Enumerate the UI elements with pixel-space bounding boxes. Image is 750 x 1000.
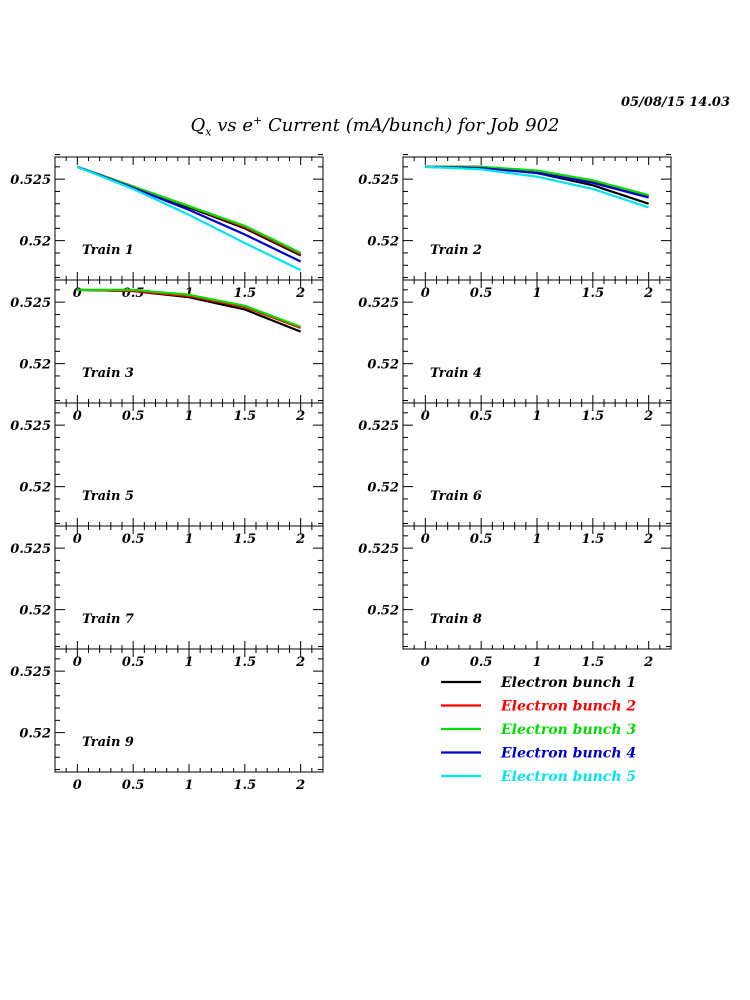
x-tick-label: 2	[295, 655, 305, 670]
title-rest: Current (mA/bunch) for Job 902	[262, 115, 560, 136]
legend-label: Electron bunch 3	[500, 722, 636, 738]
y-tick-label: 0.52	[19, 481, 51, 496]
panel-title: Train 7	[82, 612, 134, 627]
y-tick-label: 0.52	[19, 604, 51, 619]
x-tick-label: 0	[73, 778, 82, 793]
x-tick-label: 0.5	[122, 409, 145, 424]
y-tick-label: 0.52	[19, 358, 51, 373]
x-tick-label: 1	[532, 532, 541, 547]
y-tick-label: 0.525	[358, 173, 399, 188]
title-subscript: x	[205, 125, 212, 139]
x-tick-label: 1.5	[234, 655, 257, 670]
x-tick-label: 0.5	[122, 655, 145, 670]
x-tick-label: 1.5	[234, 409, 257, 424]
x-tick-label: 1.5	[234, 778, 257, 793]
y-tick-label: 0.525	[358, 542, 399, 557]
x-tick-label: 2	[295, 409, 305, 424]
y-tick-label: 0.525	[358, 419, 399, 434]
panel-title: Train 5	[82, 489, 134, 504]
x-tick-label: 1	[532, 409, 541, 424]
x-tick-label: 1	[532, 286, 541, 301]
x-tick-label: 0.5	[122, 532, 145, 547]
y-tick-label: 0.525	[10, 296, 51, 311]
x-tick-label: 1	[184, 409, 193, 424]
x-tick-label: 0	[73, 409, 82, 424]
y-tick-label: 0.52	[19, 727, 51, 742]
x-tick-label: 0.5	[470, 409, 493, 424]
y-tick-label: 0.525	[10, 665, 51, 680]
x-tick-label: 0.5	[470, 286, 493, 301]
legend-label: Electron bunch 1	[500, 675, 636, 691]
panel-title: Train 6	[430, 489, 482, 504]
panel-title: Train 9	[82, 735, 134, 750]
x-tick-label: 1	[184, 286, 193, 301]
x-tick-label: 2	[643, 655, 653, 670]
panel-title: Train 8	[430, 612, 482, 627]
x-tick-label: 2	[295, 532, 305, 547]
panel-frame	[402, 156, 672, 281]
date-stamp: 05/08/15 14.03	[620, 95, 730, 110]
title-superscript: +	[253, 114, 263, 127]
x-tick-label: 1.5	[234, 286, 257, 301]
x-tick-label: 2	[643, 409, 653, 424]
x-tick-label: 0	[421, 532, 430, 547]
y-tick-label: 0.52	[367, 235, 399, 250]
x-tick-label: 0	[73, 286, 82, 301]
y-tick-label: 0.52	[367, 604, 399, 619]
y-tick-label: 0.525	[10, 419, 51, 434]
x-tick-label: 1.5	[582, 532, 605, 547]
x-tick-label: 1	[184, 655, 193, 670]
panel-title: Train 1	[82, 243, 134, 258]
x-tick-label: 0.5	[122, 286, 145, 301]
x-tick-label: 2	[643, 532, 653, 547]
x-tick-label: 1.5	[582, 655, 605, 670]
y-tick-label: 0.525	[10, 173, 51, 188]
series-line	[425, 165, 650, 209]
x-tick-label: 1.5	[582, 286, 605, 301]
x-tick-label: 1.5	[234, 532, 257, 547]
x-tick-label: 0	[421, 409, 430, 424]
x-tick-label: 0	[73, 532, 82, 547]
panel-title: Train 3	[82, 366, 134, 381]
x-tick-label: 1	[184, 778, 193, 793]
chart-title: Qx vs e+ Current (mA/bunch) for Job 902	[0, 114, 750, 139]
x-tick-label: 2	[643, 286, 653, 301]
x-tick-label: 1	[532, 655, 541, 670]
x-tick-label: 1	[184, 532, 193, 547]
x-tick-label: 2	[295, 778, 305, 793]
x-tick-label: 0.5	[470, 655, 493, 670]
panel-title: Train 4	[430, 366, 482, 381]
y-tick-label: 0.525	[10, 542, 51, 557]
title-mid: vs e	[211, 115, 253, 136]
legend-label: Electron bunch 2	[500, 699, 636, 715]
x-tick-label: 0.5	[470, 532, 493, 547]
x-tick-label: 2	[295, 286, 305, 301]
legend-label: Electron bunch 4	[500, 746, 636, 762]
series-line	[76, 165, 302, 272]
y-tick-label: 0.525	[358, 296, 399, 311]
x-tick-label: 0.5	[122, 778, 145, 793]
series-line	[77, 288, 302, 328]
legend-label: Electron bunch 5	[500, 769, 636, 785]
y-tick-label: 0.52	[367, 358, 399, 373]
series-line	[425, 165, 649, 197]
x-tick-label: 0	[73, 655, 82, 670]
x-tick-label: 1.5	[582, 409, 605, 424]
x-tick-label: 0	[421, 286, 430, 301]
y-tick-label: 0.52	[367, 481, 399, 496]
panel-title: Train 2	[430, 243, 482, 258]
x-tick-label: 0	[421, 655, 430, 670]
title-q: Q	[190, 115, 206, 136]
y-tick-label: 0.52	[19, 235, 51, 250]
